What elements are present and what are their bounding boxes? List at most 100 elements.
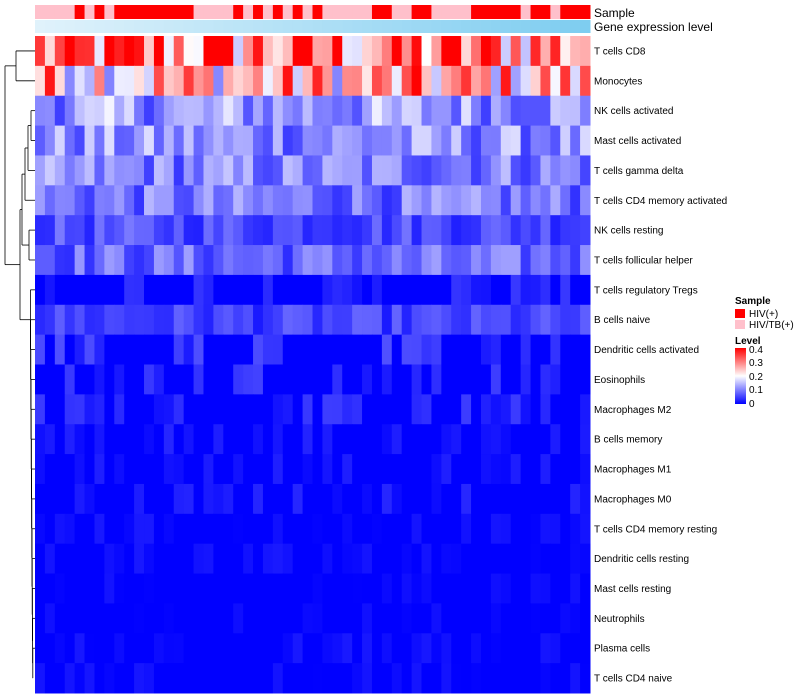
heatmap-cell	[312, 65, 323, 97]
heatmap-cell	[124, 573, 135, 604]
heatmap-cell	[193, 394, 204, 425]
heatmap-cell	[570, 125, 581, 156]
heatmap-cell	[352, 394, 363, 425]
heatmap-cell	[253, 424, 264, 455]
heatmap-cell	[332, 65, 343, 97]
heatmap-cell	[124, 543, 135, 575]
heatmap-cell	[153, 454, 165, 485]
heatmap-cell	[451, 185, 462, 216]
heatmap-cell	[381, 304, 393, 336]
sample-cell	[134, 5, 145, 19]
sample-cell	[104, 5, 115, 19]
heatmap-cell	[560, 185, 571, 216]
legend-swatch-hiv	[735, 309, 745, 318]
heatmap-cell	[262, 483, 274, 515]
heatmap-cell	[302, 364, 313, 395]
heatmap-cell	[461, 454, 472, 485]
heatmap-cell	[550, 483, 561, 515]
heatmap-cell	[312, 454, 323, 485]
heatmap-cell	[490, 274, 502, 306]
heatmap-cell	[253, 274, 264, 306]
heatmap-cell	[243, 424, 254, 455]
heatmap-cell	[371, 663, 383, 694]
heatmap-cell	[223, 215, 234, 246]
heatmap-cell	[74, 185, 86, 216]
heatmap-cell	[153, 125, 165, 156]
row-label: Macrophages M1	[594, 465, 672, 476]
heatmap-cell	[153, 424, 165, 455]
heatmap-cell	[233, 603, 244, 634]
heatmap-cell	[292, 304, 304, 336]
sample-cell	[490, 5, 502, 19]
heatmap-cell	[520, 543, 532, 575]
heatmap-cell	[243, 483, 254, 515]
heatmap-cell	[381, 215, 393, 246]
heatmap-cell	[461, 215, 472, 246]
heatmap-cell	[104, 633, 115, 664]
heatmap-cell	[213, 633, 224, 664]
heatmap-cell	[421, 513, 432, 545]
row-label: NK cells resting	[594, 226, 663, 237]
heatmap-cell	[44, 36, 56, 67]
heatmap-cell	[163, 394, 175, 425]
heatmap-cell	[312, 424, 323, 455]
heatmap-cell	[173, 483, 185, 515]
heatmap-cell	[262, 454, 274, 485]
heatmap-cell	[490, 603, 502, 634]
heatmap-cell	[312, 274, 323, 306]
heatmap-cell	[352, 424, 363, 455]
heatmap-cell	[540, 304, 551, 336]
heatmap-cell	[312, 483, 323, 515]
row-label: Dendritic cells activated	[594, 345, 699, 356]
heatmap-cell	[312, 364, 323, 395]
heatmap-cell	[580, 424, 591, 455]
heatmap-cell	[134, 245, 145, 276]
heatmap-cell	[520, 36, 532, 67]
heatmap-cell	[401, 663, 413, 694]
heatmap-cell	[253, 633, 264, 664]
heatmap-cell	[421, 65, 432, 97]
heatmap-cell	[461, 304, 472, 336]
heatmap-cell	[223, 36, 234, 67]
heatmap-cell	[332, 274, 343, 306]
heatmap-cell	[203, 274, 214, 306]
heatmap-cell	[44, 125, 56, 156]
heatmap-cell	[183, 215, 195, 246]
heatmap-cell	[411, 245, 423, 276]
sample-annotation-label: Sample	[594, 6, 635, 20]
heatmap-cell	[233, 95, 244, 127]
heatmap-cell	[322, 394, 333, 425]
heatmap-cell	[371, 274, 383, 306]
heatmap-cell	[500, 215, 512, 246]
heatmap-cell	[134, 65, 145, 97]
heatmap-cell	[35, 663, 46, 694]
heatmap-cell	[302, 424, 313, 455]
heatmap-cell	[431, 185, 442, 216]
heatmap-cell	[431, 334, 442, 365]
heatmap-cell	[233, 483, 244, 515]
heatmap-cell	[104, 513, 115, 545]
expression-cell	[352, 20, 363, 33]
heatmap-cell	[163, 125, 175, 156]
heatmap-cell	[282, 125, 294, 156]
heatmap-cell	[441, 125, 452, 156]
heatmap-cell	[104, 663, 115, 694]
heatmap-cell	[421, 95, 432, 127]
heatmap-cell	[163, 603, 175, 634]
heatmap-cell	[54, 155, 66, 186]
heatmap-cell	[243, 95, 254, 127]
heatmap-cell	[84, 245, 95, 276]
heatmap-cell	[342, 36, 353, 67]
sample-cell	[282, 5, 294, 19]
heatmap-cell	[84, 663, 95, 694]
heatmap-cell	[451, 483, 462, 515]
sample-cell	[510, 5, 522, 19]
expression-cell	[94, 20, 105, 33]
heatmap-cell	[74, 245, 86, 276]
heatmap-cell	[134, 334, 145, 365]
heatmap-cell	[74, 304, 86, 336]
heatmap-cell	[144, 125, 155, 156]
heatmap-cell	[233, 245, 244, 276]
heatmap-cell	[74, 424, 86, 455]
heatmap-cell	[312, 215, 323, 246]
